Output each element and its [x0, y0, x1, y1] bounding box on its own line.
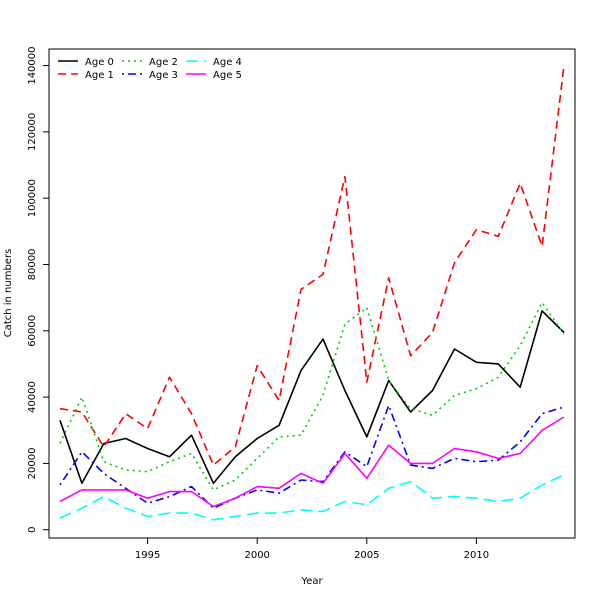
series-line-age-1: [59, 65, 565, 466]
x-axis-title: Year: [300, 576, 323, 587]
y-tick-label: 0: [27, 527, 38, 533]
x-tick-label: 2005: [354, 550, 379, 561]
y-tick-label: 80000: [27, 249, 38, 281]
x-tick-label: 2010: [464, 550, 489, 561]
y-tick-label: 100000: [27, 179, 38, 217]
y-axis-title: Catch in numbers: [3, 249, 14, 338]
legend-label: Age 5: [213, 70, 242, 81]
series-line-age-2: [59, 301, 565, 491]
series-line-age-4: [59, 474, 565, 521]
legend-label: Age 3: [149, 70, 178, 81]
y-tick-label: 120000: [27, 113, 38, 151]
x-tick-label: 2000: [244, 550, 269, 561]
series-line-age-5: [59, 416, 565, 508]
legend-label: Age 1: [85, 70, 114, 81]
legend-label: Age 4: [213, 57, 242, 68]
x-axis: 1995 2000 2005 2010: [135, 538, 489, 561]
x-tick-label: 1995: [135, 550, 160, 561]
legend: Age 0 Age 1 Age 2 Age 3 Age 4 Age 5: [58, 57, 242, 81]
y-axis: 0 20000 40000 60000 80000 100000 120000 140000: [27, 46, 49, 533]
series-line-age-0: [59, 310, 565, 485]
legend-label: Age 0: [85, 57, 114, 68]
y-tick-label: 40000: [27, 381, 38, 413]
y-tick-label: 140000: [27, 46, 38, 84]
plot-lines: [59, 65, 565, 521]
plot-frame: [48, 48, 576, 539]
y-tick-label: 60000: [27, 315, 38, 347]
series-line-age-3: [59, 404, 565, 510]
legend-label: Age 2: [149, 57, 178, 68]
y-tick-label: 20000: [27, 448, 38, 480]
